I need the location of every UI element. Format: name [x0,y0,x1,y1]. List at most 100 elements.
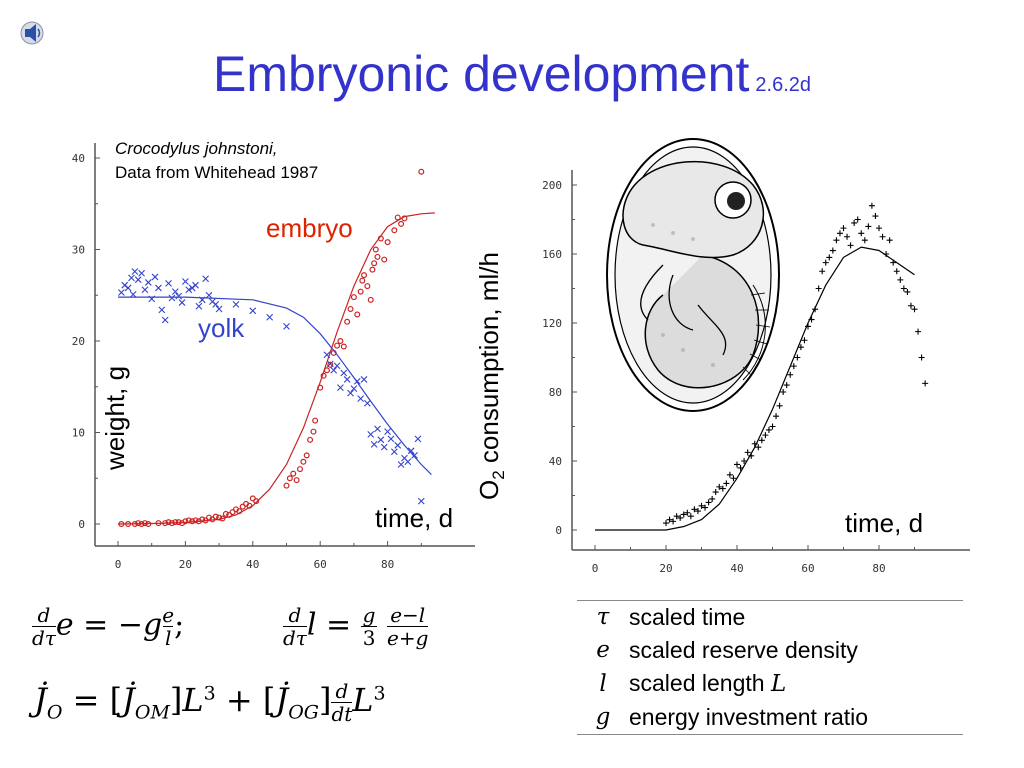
data-point [737,464,744,471]
data-point [370,441,378,448]
x-tick-label: 20 [659,562,672,575]
data-point [323,367,330,374]
data-point [317,384,324,391]
data-point [670,518,677,525]
data-point [320,372,327,379]
data-point [911,306,918,313]
data-point [323,351,331,359]
data-point [195,518,202,525]
data-point [377,436,385,444]
data-point [394,441,402,449]
y-tick-label: 200 [542,179,562,192]
data-point [401,215,408,222]
data-point [694,508,701,515]
data-point [178,299,186,306]
data-point [125,520,132,527]
data-point [179,520,186,527]
data-point [129,290,137,298]
data-point [138,520,145,527]
data-point [751,440,758,447]
data-point [175,519,182,526]
right-y-axis-label: O2 consumption, ml/h [474,252,509,500]
legend-row: g energy investment ratio [577,701,963,735]
data-point [702,504,709,511]
data-point [691,506,698,513]
data-point [236,508,243,515]
data-point [162,520,169,527]
legend-symbol: g [595,704,611,730]
data-point [229,509,236,516]
legend-row: e scaled reserve density [577,634,963,667]
section-number: 2.6.2d [755,74,811,96]
y-tick-label: 160 [542,248,562,261]
data-point [900,285,907,292]
data-point [293,477,300,484]
data-point [326,360,334,368]
data-point [209,516,216,523]
data-point [354,311,361,318]
data-point [797,344,804,351]
data-point [748,452,755,459]
data-point [131,520,138,527]
data-point [333,362,341,370]
data-point [188,284,196,292]
data-point [161,316,169,324]
data-point [205,514,212,521]
data-point [243,500,250,507]
data-point [805,323,811,330]
data-point [387,435,395,443]
data-point [158,306,166,314]
data-point [226,511,233,518]
data-point [202,275,210,283]
data-point [165,279,172,287]
data-point [283,322,290,330]
data-point [363,399,371,407]
data-point [367,430,375,438]
legend-symbol: e [596,637,610,663]
x-tick-label: 80 [872,562,885,575]
data-point [219,515,226,522]
data-point [148,295,156,303]
data-point [730,475,737,482]
legend-description: scaled reserve density [629,637,858,663]
data-point [847,242,854,249]
data-point [118,520,125,527]
data-point [762,432,769,439]
speaker-icon[interactable] [16,20,46,46]
data-point [801,337,808,344]
data-point [121,281,129,289]
data-point [144,279,152,286]
data-point [854,216,861,223]
equation-reserve-density: d dτe = −ge l; [32,603,185,650]
data-point [826,254,833,261]
data-point [182,518,189,525]
data-point [790,363,797,370]
data-point [868,202,875,209]
data-point [171,288,179,295]
x-tick-label: 60 [801,562,814,575]
data-point [172,519,179,526]
data-point [202,517,209,524]
data-point [232,506,239,513]
data-point [861,237,868,244]
data-point [840,225,847,232]
data-point [890,259,897,266]
data-point [151,273,159,281]
data-point [141,286,149,294]
data-point [189,518,196,525]
data-point [253,498,260,505]
data-point [787,371,794,378]
data-point [182,278,189,285]
data-point [357,395,365,403]
data-point [680,511,687,518]
data-point [185,517,192,524]
data-point [199,516,206,523]
data-point [222,510,229,517]
data-point [684,509,691,516]
data-point [117,289,125,296]
data-point [364,283,371,290]
data-point [709,495,716,502]
data-point [290,470,297,477]
data-point [195,302,203,310]
data-point [915,328,922,335]
